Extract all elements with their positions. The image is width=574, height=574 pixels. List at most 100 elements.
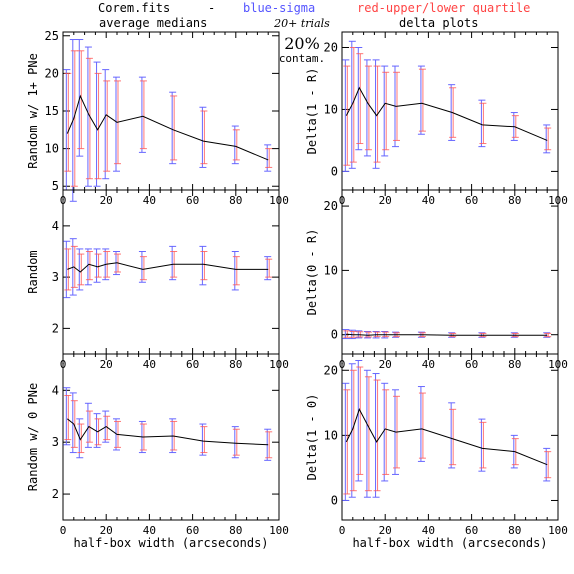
y-tick-label: 2 — [52, 487, 59, 501]
error-bar — [363, 59, 372, 157]
error-bar — [342, 382, 351, 501]
panel-frame — [62, 31, 280, 191]
x-tick-label: 60 — [186, 358, 199, 371]
x-tick-label: 40 — [143, 358, 156, 371]
legend-blue-sigma: blue-sigma — [243, 1, 315, 15]
x-tick-label: 60 — [186, 194, 199, 207]
y-axis-label: Random w/ 1+ PNe — [26, 53, 40, 169]
error-bar — [372, 59, 381, 169]
header-dash: - — [208, 1, 215, 15]
y-tick-label: 10 — [324, 428, 338, 442]
x-axis-label: half-box width (arcseconds) — [73, 536, 268, 550]
x-tick-label: 60 — [465, 524, 478, 537]
error-bar — [169, 91, 178, 165]
x-tick-label: 0 — [339, 524, 346, 537]
error-bar — [102, 69, 111, 180]
panel-frame — [341, 31, 559, 191]
median-line — [346, 333, 548, 336]
median-line — [66, 418, 269, 446]
error-bar — [448, 332, 457, 338]
error-bar — [355, 330, 364, 339]
x-tick-label: 60 — [186, 524, 199, 537]
y-tick-label: 0 — [331, 493, 338, 507]
error-bar — [348, 363, 357, 498]
y-tick-label: 5 — [52, 179, 59, 193]
error-bar — [84, 402, 93, 448]
error-bar — [478, 99, 487, 148]
x-tick-label: 80 — [229, 194, 242, 207]
header: Corem.fits - blue-sigma red-upper/lower … — [98, 1, 530, 65]
median-line — [66, 94, 269, 161]
x-tick-label: 0 — [60, 524, 67, 537]
error-bar — [381, 330, 390, 339]
x-tick-label: 40 — [422, 194, 435, 207]
x-tick-label: 20 — [379, 524, 392, 537]
median-line — [345, 408, 548, 466]
error-bar — [84, 248, 93, 286]
error-bar — [363, 330, 372, 339]
error-bar — [138, 76, 147, 153]
panel-frame — [341, 189, 559, 355]
error-bar — [69, 39, 78, 202]
column-title-medians: average medians — [99, 16, 207, 30]
contamination-percent: 20% — [284, 34, 320, 53]
error-bar — [363, 369, 372, 498]
error-bar — [93, 413, 102, 448]
y-tick-label: 4 — [52, 383, 59, 397]
x-tick-label: 80 — [508, 358, 521, 371]
error-bar — [169, 245, 178, 281]
x-tick-label: 100 — [548, 524, 568, 537]
x-tick-label: 40 — [143, 524, 156, 537]
panel-5: 0 20 40 60 80 100 2 3 4 Random w/ 0 PNe half-box w… — [26, 353, 289, 550]
error-bar — [448, 402, 457, 469]
y-tick-label: 20 — [45, 66, 59, 80]
error-bar — [76, 248, 85, 291]
y-tick-label: 20 — [324, 363, 338, 377]
y-tick-label: 20 — [324, 40, 338, 54]
y-tick-label: 10 — [45, 142, 59, 156]
error-bar — [355, 46, 364, 151]
error-bar — [84, 46, 93, 187]
error-bar — [102, 248, 111, 281]
y-tick-label: 25 — [45, 29, 59, 43]
error-bar — [381, 65, 390, 157]
error-bar — [543, 124, 552, 154]
panel-frame — [62, 353, 280, 521]
x-tick-label: 20 — [100, 358, 113, 371]
y-tick-label: 2 — [52, 321, 59, 335]
error-bar — [342, 329, 351, 340]
x-tick-label: 40 — [143, 194, 156, 207]
x-tick-label: 80 — [508, 524, 521, 537]
trials-label: 20+ trials — [273, 17, 330, 30]
file-name: Corem.fits — [98, 1, 170, 15]
error-bar — [113, 76, 121, 172]
error-bar — [231, 251, 240, 291]
median-line — [67, 262, 269, 273]
y-axis-label: Delta(1 - 0) — [305, 394, 319, 481]
error-bar — [381, 382, 390, 482]
y-tick-label: 20 — [324, 199, 338, 213]
error-bar — [63, 387, 72, 446]
error-bar — [199, 423, 208, 456]
x-tick-label: 40 — [422, 524, 435, 537]
error-bar — [510, 332, 519, 338]
contamination-label: contam. — [279, 52, 325, 65]
y-tick-label: 3 — [52, 270, 59, 284]
legend-red-quartile: red-upper/lower quartile — [357, 1, 530, 15]
column-title-delta: delta plots — [399, 16, 478, 30]
panel-frame — [62, 189, 280, 355]
x-tick-label: 80 — [229, 524, 242, 537]
x-tick-label: 80 — [229, 358, 242, 371]
x-tick-label: 20 — [100, 524, 113, 537]
median-line — [345, 86, 548, 141]
y-axis-label: Random w/ 0 PNe — [26, 383, 40, 491]
y-tick-label: 0 — [331, 164, 338, 178]
error-bar — [355, 360, 364, 482]
error-bar — [138, 251, 147, 283]
y-tick-label: 4 — [52, 219, 59, 233]
